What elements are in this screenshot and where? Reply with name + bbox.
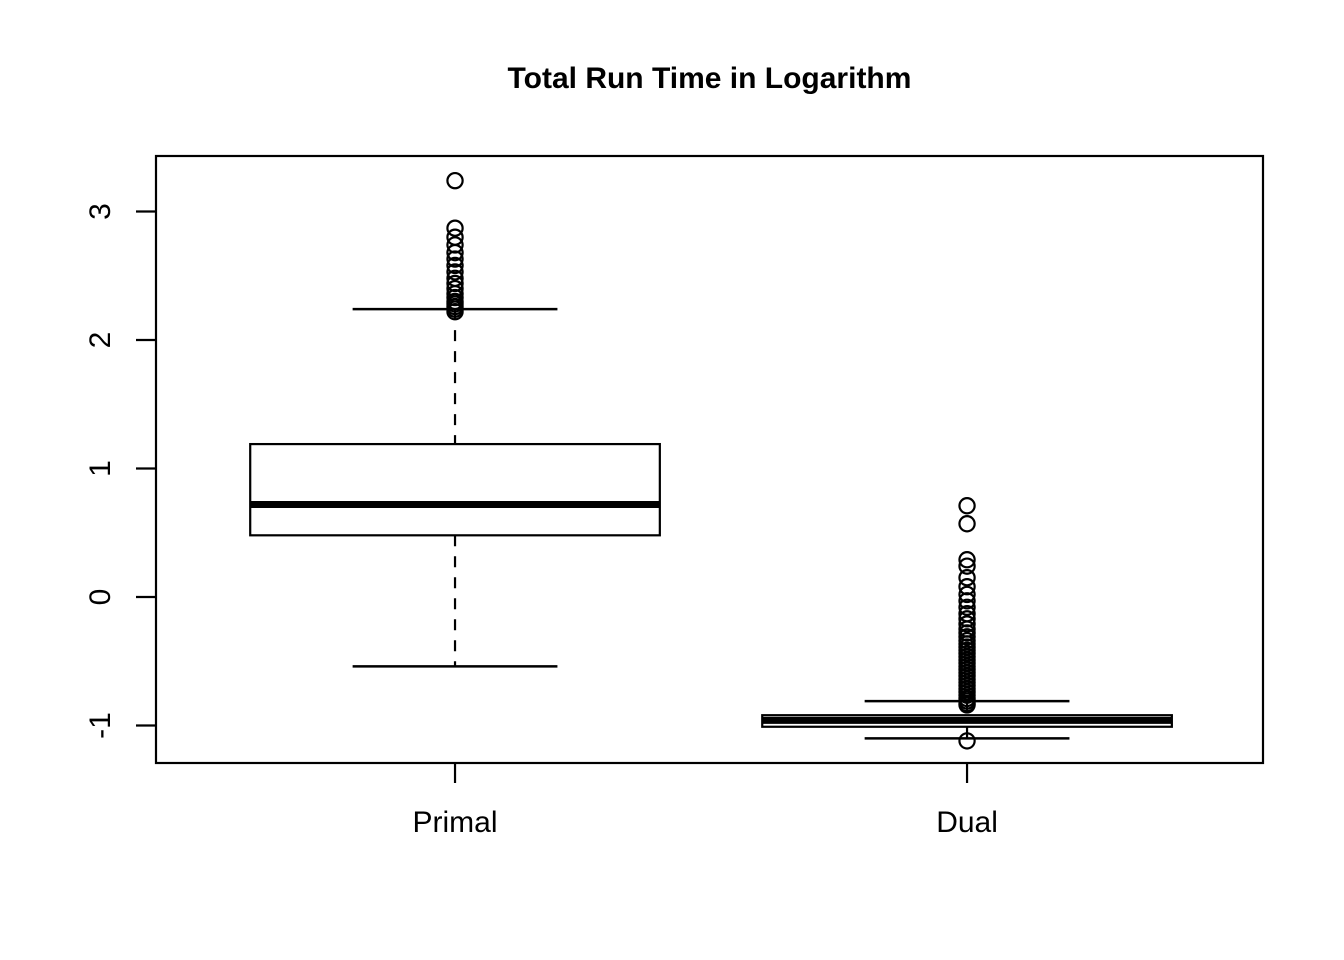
outlier-point [958,732,976,750]
chart-title: Total Run Time in Logarithm [507,62,912,95]
boxplot-dual [761,497,1173,750]
y-axis-tick-label: 0 [84,589,117,606]
box-rect [249,442,661,537]
outlier-point [446,250,464,268]
outlier-point [958,598,976,616]
outlier-point [446,243,464,262]
outlier-point [446,263,464,281]
y-axis-tick-label: 3 [84,203,117,220]
outlier-point [958,696,976,714]
y-axis-tick-label: 2 [84,332,117,349]
outlier-point [958,585,976,604]
plot-border [154,154,1265,765]
y-axis-tick-label: 1 [84,460,117,477]
outlier-point [958,615,976,633]
outlier-point [446,256,464,275]
outlier-point [958,515,976,533]
outlier-point [958,592,976,610]
x-axis-category-label: Dual [936,806,998,839]
outlier-point [446,303,464,321]
boxplot-primal [249,171,661,668]
y-axis-tick-label: -1 [84,712,117,739]
outlier-point [958,569,976,587]
outlier-point [958,557,976,575]
outlier-point [446,171,464,190]
x-axis-category-label: Primal [413,806,498,839]
outlier-point [958,551,976,569]
outlier-point [958,497,976,515]
outlier-point [446,219,464,237]
